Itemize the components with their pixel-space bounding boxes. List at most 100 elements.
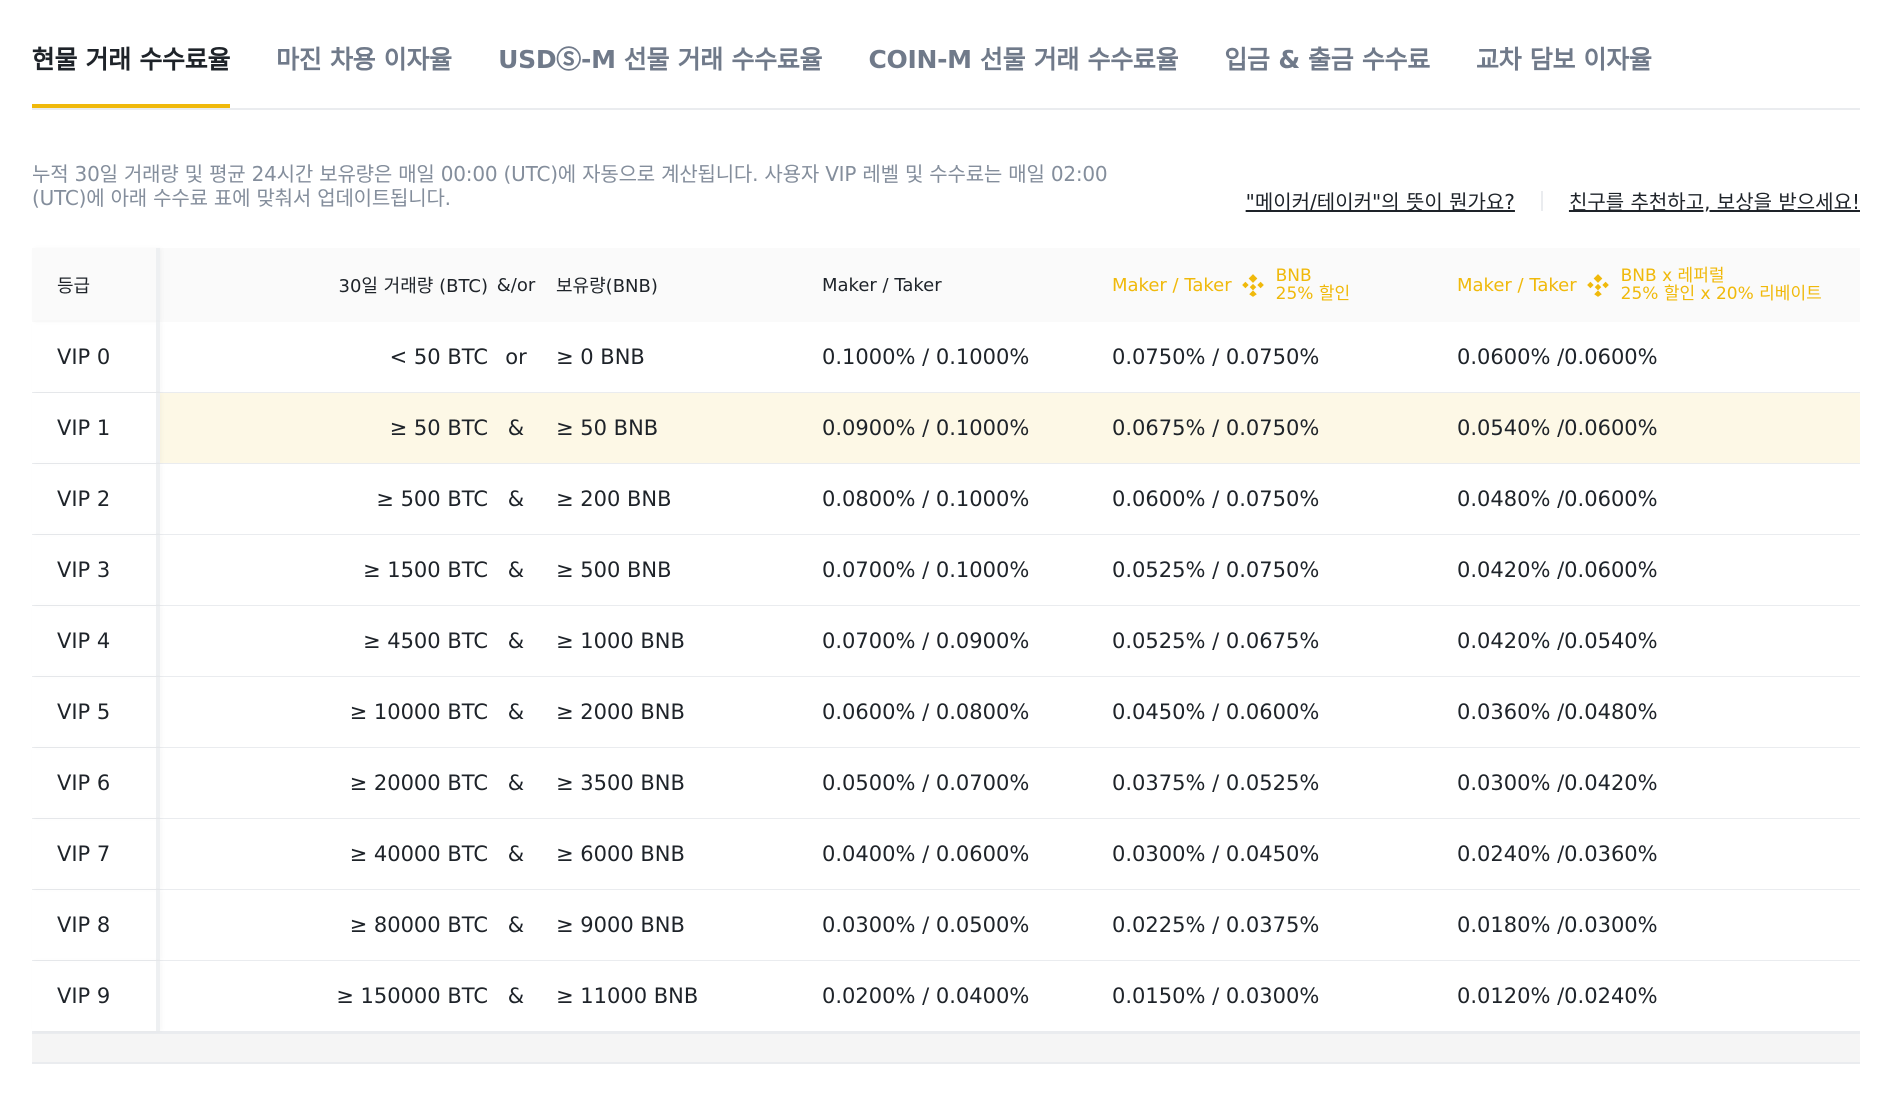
cell-30d-volume: ≥ 10000 BTC [349,700,488,724]
cell-maker-taker-bnb: 0.0525% / 0.0750% [1112,558,1320,582]
table-header-row: 등급 30일 거래량 (BTC) &/or 보유량(BNB) Maker / T… [32,248,1860,322]
table-row: VIP 2 ≥ 500 BTC & ≥ 200 BNB 0.0800% / 0.1000… [32,464,1860,535]
info-section: 누적 30일 거래량 및 평균 24시간 보유량은 매일 00:00 (UTC)… [32,110,1860,248]
cell-bnb-holding: ≥ 9000 BNB [556,913,685,937]
cell-maker-taker-referral: 0.0300% /0.0420% [1457,771,1658,795]
cell-bnb-holding: ≥ 2000 BNB [556,700,685,724]
cell-bnb-holding: ≥ 50 BNB [556,416,659,440]
tab-deposit-withdrawal-fee[interactable]: 입금 & 출금 수수료 [1224,45,1431,74]
cell-maker-taker: 0.1000% / 0.1000% [822,345,1030,369]
header-and-or: &/or [496,274,536,296]
header-bnb-discount: BNB 25% 할인 [1276,267,1350,303]
cell-vip-grade: VIP 6 [32,748,160,818]
bnb-discount-label: 25% 할인 [1275,284,1351,304]
cell-maker-taker-bnb: 0.0675% / 0.0750% [1112,416,1320,440]
tab-cross-collateral-interest[interactable]: 교차 담보 이자율 [1476,45,1652,74]
header-maker-taker-bnb: Maker / Taker BNB 25% 할인 [1112,248,1442,322]
notice-line-1: 누적 30일 거래량 및 평균 24시간 보유량은 매일 00:00 (UTC)… [32,162,1108,186]
cell-maker-taker-referral: 0.0480% /0.0600% [1457,487,1658,511]
cell-30d-volume: < 50 BTC [389,345,488,369]
table-row: VIP 5 ≥ 10000 BTC & ≥ 2000 BNB 0.0600% / 0.0… [32,677,1860,748]
cell-bnb-holding: ≥ 3500 BNB [556,771,685,795]
cell-bnb-holding: ≥ 1000 BNB [556,629,685,653]
link-divider [1540,190,1543,211]
cell-30d-volume: ≥ 500 BTC [376,487,488,511]
cell-vip-grade: VIP 5 [32,677,160,747]
table-row: VIP 7 ≥ 40000 BTC & ≥ 6000 BNB 0.0400% / 0.0… [32,819,1860,890]
cell-vip-grade: VIP 4 [32,606,160,676]
cell-maker-taker-bnb: 0.0450% / 0.0600% [1112,700,1320,724]
cell-and-or: & [507,558,525,582]
cell-maker-taker-referral: 0.0420% /0.0600% [1457,558,1658,582]
cell-bnb-holding: ≥ 6000 BNB [556,842,685,866]
cell-maker-taker-bnb: 0.0225% / 0.0375% [1112,913,1320,937]
table-row: VIP 1 ≥ 50 BTC & ≥ 50 BNB 0.0900% / 0.1000% 0… [32,393,1860,464]
header-maker-taker-referral: Maker / Taker BNB x 레퍼럴 25% 할인 x 20% 리베이… [1457,248,1857,322]
cell-30d-volume: ≥ 40000 BTC [349,842,488,866]
cell-30d-volume: ≥ 1500 BTC [362,558,488,582]
bnb-logo-icon [1586,274,1609,297]
cell-30d-volume: ≥ 50 BTC [389,416,488,440]
table-row: VIP 3 ≥ 1500 BTC & ≥ 500 BNB 0.0700% / 0.100… [32,535,1860,606]
cell-vip-grade: VIP 8 [32,890,160,960]
cell-maker-taker: 0.0800% / 0.1000% [822,487,1030,511]
cell-bnb-holding: ≥ 0 BNB [556,345,645,369]
table-row: VIP 8 ≥ 80000 BTC & ≥ 9000 BNB 0.0300% / 0.0… [32,890,1860,961]
cell-30d-volume: ≥ 20000 BTC [349,771,488,795]
cell-30d-volume: ≥ 4500 BTC [362,629,488,653]
fee-schedule-page: 현물 거래 수수료율 마진 차용 이자율 USDⓈ-M 선물 거래 수수료율 C… [32,0,1860,1064]
cell-bnb-holding: ≥ 200 BNB [556,487,672,511]
table-row: VIP 4 ≥ 4500 BTC & ≥ 1000 BNB 0.0700% / 0.09… [32,606,1860,677]
cell-maker-taker: 0.0200% / 0.0400% [822,984,1030,1008]
cell-maker-taker: 0.0600% / 0.0800% [822,700,1030,724]
cell-maker-taker-referral: 0.0540% /0.0600% [1457,416,1658,440]
header-referral-rebate: BNB x 레퍼럴 25% 할인 x 20% 리베이트 [1621,267,1822,303]
cell-maker-taker: 0.0300% / 0.0500% [822,913,1030,937]
cell-vip-grade: VIP 9 [32,961,160,1031]
referral-rebate-label: 25% 할인 x 20% 리베이트 [1620,284,1822,304]
cell-and-or: & [507,842,525,866]
bnb-logo-icon [1241,274,1264,297]
cell-and-or: or [505,345,527,369]
cell-maker-taker-referral: 0.0240% /0.0360% [1457,842,1658,866]
cell-and-or: & [507,629,525,653]
notice-line-2: (UTC)에 아래 수수료 표에 맞춰서 업데이트됩니다. [32,186,451,210]
tab-margin-borrow-interest[interactable]: 마진 차용 이자율 [276,45,453,74]
cell-and-or: & [507,700,525,724]
cell-maker-taker: 0.0500% / 0.0700% [822,771,1030,795]
cell-and-or: & [507,416,525,440]
tab-spot-trading-fee[interactable]: 현물 거래 수수료율 [32,0,231,108]
cell-maker-taker-referral: 0.0120% /0.0240% [1457,984,1658,1008]
maker-taker-help-link[interactable]: "메이커/테이커"의 뜻이 뭔가요? [1245,190,1515,214]
cell-30d-volume: ≥ 80000 BTC [349,913,488,937]
cell-vip-grade: VIP 3 [32,535,160,605]
table-body: VIP 0 < 50 BTC or ≥ 0 BNB 0.1000% / 0.1000% 0… [32,322,1860,1032]
header-30d-volume: 30일 거래량 (BTC) [338,276,489,297]
table-row: VIP 0 < 50 BTC or ≥ 0 BNB 0.1000% / 0.1000% 0… [32,322,1860,393]
header-bnb-holding: 보유량(BNB) [556,276,658,297]
cell-and-or: & [507,913,525,937]
fee-table: 등급 30일 거래량 (BTC) &/or 보유량(BNB) Maker / T… [32,248,1860,1064]
cell-30d-volume: ≥ 150000 BTC [336,984,488,1008]
cell-and-or: & [507,984,525,1008]
fee-tabs: 현물 거래 수수료율 마진 차용 이자율 USDⓈ-M 선물 거래 수수료율 C… [32,0,1860,110]
cell-maker-taker-bnb: 0.0525% / 0.0675% [1112,629,1320,653]
table-row: VIP 9 ≥ 150000 BTC & ≥ 11000 BNB 0.0200% / 0… [32,961,1860,1032]
cell-maker-taker-bnb: 0.0600% / 0.0750% [1112,487,1320,511]
tab-usds-m-futures-fee[interactable]: USDⓈ-M 선물 거래 수수료율 [498,45,823,74]
tab-coin-m-futures-fee[interactable]: COIN-M 선물 거래 수수료율 [868,45,1179,74]
cell-and-or: & [507,487,525,511]
cell-maker-taker-bnb: 0.0750% / 0.0750% [1112,345,1320,369]
table-footer [32,1032,1860,1064]
cell-maker-taker: 0.0900% / 0.1000% [822,416,1030,440]
cell-maker-taker-referral: 0.0360% /0.0480% [1457,700,1658,724]
cell-maker-taker-bnb: 0.0300% / 0.0450% [1112,842,1320,866]
referral-link[interactable]: 친구를 추천하고, 보상을 받으세요! [1568,190,1860,214]
cell-maker-taker: 0.0700% / 0.0900% [822,629,1030,653]
header-maker-taker-bnb-label: Maker / Taker [1112,274,1232,296]
cell-maker-taker-bnb: 0.0375% / 0.0525% [1112,771,1320,795]
table-row: VIP 6 ≥ 20000 BTC & ≥ 3500 BNB 0.0500% / 0.0… [32,748,1860,819]
cell-vip-grade: VIP 2 [32,464,160,534]
cell-and-or: & [507,771,525,795]
cell-maker-taker: 0.0400% / 0.0600% [822,842,1030,866]
